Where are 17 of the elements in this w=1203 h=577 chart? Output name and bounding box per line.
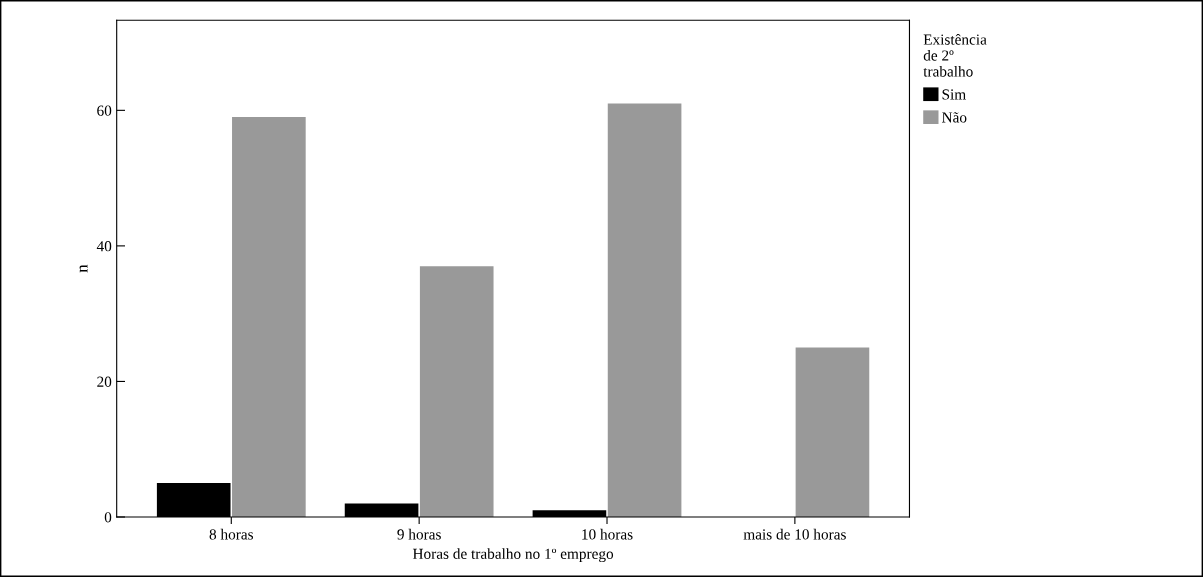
y-axis-title: n	[79, 264, 88, 273]
bar	[232, 117, 306, 517]
legend-label: Não	[941, 112, 967, 123]
bar	[419, 266, 494, 517]
y-tick-label: 60	[97, 105, 112, 116]
legend-label: Sim	[942, 89, 966, 100]
x-tick-label: 8 horas	[209, 528, 254, 540]
y-tick-label: 20	[97, 376, 112, 387]
y-tick-label: 0	[104, 512, 112, 523]
bar	[607, 103, 682, 517]
y-tick-label: 40	[96, 241, 112, 252]
x-tick-label: 9 horas	[397, 528, 441, 540]
legend-title: Existência de 2º trabalho	[923, 33, 987, 77]
bar	[795, 347, 870, 517]
x-axis-title: Horas de trabalho no 1º emprego	[412, 548, 614, 563]
x-tick-label: mais de 10 horas	[743, 528, 846, 540]
x-tick-label: 10 horas	[582, 528, 633, 540]
